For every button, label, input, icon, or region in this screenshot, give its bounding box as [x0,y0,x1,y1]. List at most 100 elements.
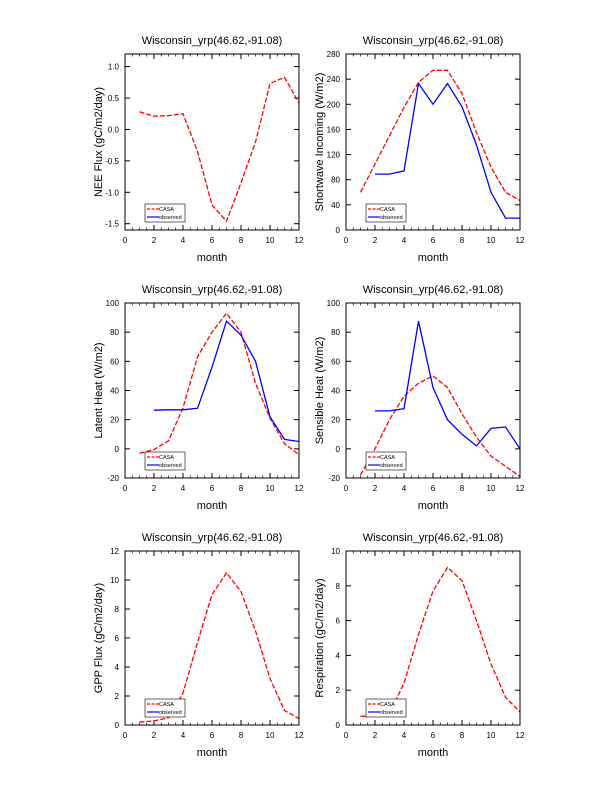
y-tick-label: 100 [327,299,341,308]
y-tick-label: 20 [110,416,119,425]
y-tick-label: 80 [110,328,119,337]
x-tick-label: 10 [266,731,275,740]
y-tick-label: 20 [331,416,340,425]
x-tick-label: 10 [487,236,496,245]
y-tick-label: -20 [328,474,340,483]
x-tick-label: 0 [123,731,128,740]
y-tick-label: 240 [327,75,341,84]
legend: CASA observed [365,698,407,718]
x-tick-label: 12 [516,484,525,493]
legend: CASA observed [365,203,407,223]
y-tick-label: 12 [110,547,119,556]
x-tick-label: 0 [344,731,349,740]
x-tick-label: 6 [431,731,436,740]
y-tick-label: 160 [327,125,341,134]
legend-label: CASA [380,702,395,708]
y-tick-label: 2 [336,686,341,695]
x-tick-label: 2 [152,731,157,740]
legend-label: CASA [159,455,174,461]
x-tick-label: 10 [266,484,275,493]
y-tick-label: 80 [331,176,340,185]
y-axis-label: Respiration (gC/m2/day) [314,578,326,697]
chart-title: Wisconsin_yrp(46.62,-91.08) [142,35,283,47]
y-tick-label: 10 [331,547,340,556]
y-axis-label: GPP Flux (gC/m2/day) [93,583,105,693]
x-axis-label: month [418,500,449,512]
x-tick-label: 8 [239,236,244,245]
y-tick-label: 4 [115,663,120,672]
x-tick-label: 0 [344,484,349,493]
y-tick-label: 0 [115,445,120,454]
x-tick-label: 0 [344,236,349,245]
x-tick-label: 12 [295,236,304,245]
y-tick-label: 0.5 [108,94,120,103]
x-tick-label: 8 [460,731,465,740]
x-tick-label: 4 [181,236,186,245]
series-line-casa [139,312,300,456]
chart-title: Wisconsin_yrp(46.62,-91.08) [142,284,283,296]
legend: CASA observed [144,698,186,718]
chart-title: Wisconsin_yrp(46.62,-91.08) [363,284,504,296]
x-tick-label: 4 [402,731,407,740]
y-axis-label: Shortwave Incoming (W/m2) [314,73,326,212]
legend-label: CASA [159,702,174,708]
x-tick-label: 10 [487,484,496,493]
y-tick-label: 0 [336,445,341,454]
x-tick-label: 4 [181,484,186,493]
x-tick-label: 12 [295,484,304,493]
legend-label: observed [380,463,403,469]
x-tick-label: 12 [516,731,525,740]
x-axis-label: month [418,252,449,264]
legend: CASA observed [365,451,407,471]
x-tick-label: 12 [516,236,525,245]
x-tick-label: 6 [431,236,436,245]
y-tick-label: 0 [336,721,341,730]
y-tick-label: 40 [110,387,119,396]
x-axis-label: month [197,500,228,512]
legend: CASA observed [144,451,186,471]
plot-frame [345,302,521,479]
y-tick-label: 2 [115,692,120,701]
y-axis-label: Sensible Heat (W/m2) [314,337,326,445]
y-tick-label: 40 [331,201,340,210]
x-tick-label: 8 [460,236,465,245]
plot-frame [124,550,300,726]
legend-label: CASA [380,455,395,461]
x-tick-label: 2 [373,731,378,740]
y-tick-label: 6 [336,617,341,626]
x-axis-label: month [418,747,449,759]
legend: CASA observed [144,203,186,223]
y-tick-label: 60 [331,357,340,366]
x-tick-label: 4 [402,236,407,245]
chart-panel-3: Wisconsin_yrp(46.62,-91.08)month Latent H… [93,284,304,512]
series-line-casa [359,69,521,202]
y-tick-label: 0 [115,721,120,730]
y-tick-label: 10 [110,576,119,585]
y-tick-label: 8 [115,605,120,614]
x-tick-label: 0 [123,236,128,245]
series-line-casa [139,76,300,223]
legend-label: observed [380,215,403,221]
x-axis-label: month [197,252,228,264]
y-tick-label: -0.5 [105,157,119,166]
chart-panel-5: Wisconsin_yrp(46.62,-91.08)month GPP Flux… [93,532,304,759]
y-tick-label: 280 [327,50,341,59]
plot-frame [345,53,521,231]
x-tick-label: 2 [373,484,378,493]
plot-frame [124,53,300,231]
y-tick-label: 0.0 [108,125,120,134]
y-tick-label: 0 [336,226,341,235]
series-line-casa [139,571,300,723]
y-tick-label: 40 [331,387,340,396]
x-tick-label: 8 [239,484,244,493]
x-tick-label: 0 [123,484,128,493]
legend-label: observed [380,710,403,716]
y-tick-label: 4 [336,651,341,660]
y-tick-label: 100 [106,299,120,308]
series-line-observed [375,321,521,450]
y-tick-label: 200 [327,100,341,109]
x-tick-label: 6 [431,484,436,493]
x-tick-label: 2 [373,236,378,245]
x-tick-label: 6 [210,484,215,493]
chart-panel-1: Wisconsin_yrp(46.62,-91.08)month NEE Flux… [93,35,304,264]
